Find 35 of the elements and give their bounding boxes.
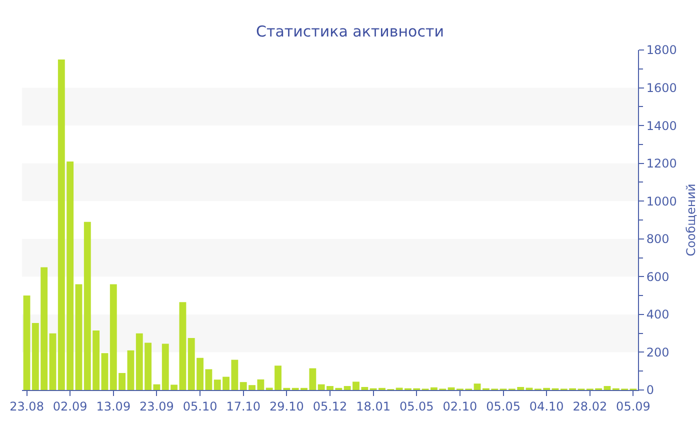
y-axis-title: Сообщений: [684, 184, 698, 256]
bar: [75, 284, 82, 390]
x-tick-label: 05.05: [399, 399, 434, 414]
bar: [179, 302, 186, 390]
y-tick-label: 600: [646, 270, 670, 284]
x-tick-label: 02.10: [442, 399, 478, 414]
x-tick-label: 05.05: [486, 399, 520, 414]
x-tick-label: 04.10: [529, 399, 564, 414]
x-tick-label: 17.10: [226, 399, 261, 414]
x-tick-label: 05.10: [182, 399, 218, 414]
bar: [23, 296, 30, 390]
chart-title: Статистика активности: [256, 22, 444, 40]
y-tick-label: 1400: [646, 118, 677, 133]
x-tick-label: 29.10: [270, 399, 304, 414]
bar: [604, 386, 611, 390]
bar: [49, 333, 56, 390]
y-tick-label: 1200: [646, 156, 677, 171]
y-tick-label: 1000: [646, 194, 677, 208]
x-tick-label: 28.02: [572, 399, 608, 414]
x-tick-label: 02.09: [52, 399, 88, 414]
x-tick-label: 18.01: [356, 399, 390, 414]
y-tick-label: 0: [646, 383, 654, 398]
y-tick-label: 400: [646, 308, 670, 322]
y-tick-label: 800: [646, 232, 670, 246]
bar: [153, 384, 160, 390]
bar: [127, 350, 134, 390]
y-tick-label: 1600: [646, 80, 677, 95]
y-tick-label: 200: [646, 345, 670, 360]
x-tick-label: 13.09: [96, 399, 131, 414]
x-tick-label: 23.08: [10, 399, 44, 414]
y-tick-label: 1800: [646, 43, 677, 58]
x-tick-label: 05.12: [312, 399, 348, 414]
x-tick-label: 05.09: [616, 399, 650, 414]
x-tick-label: 23.09: [140, 399, 174, 414]
bar: [101, 353, 108, 390]
